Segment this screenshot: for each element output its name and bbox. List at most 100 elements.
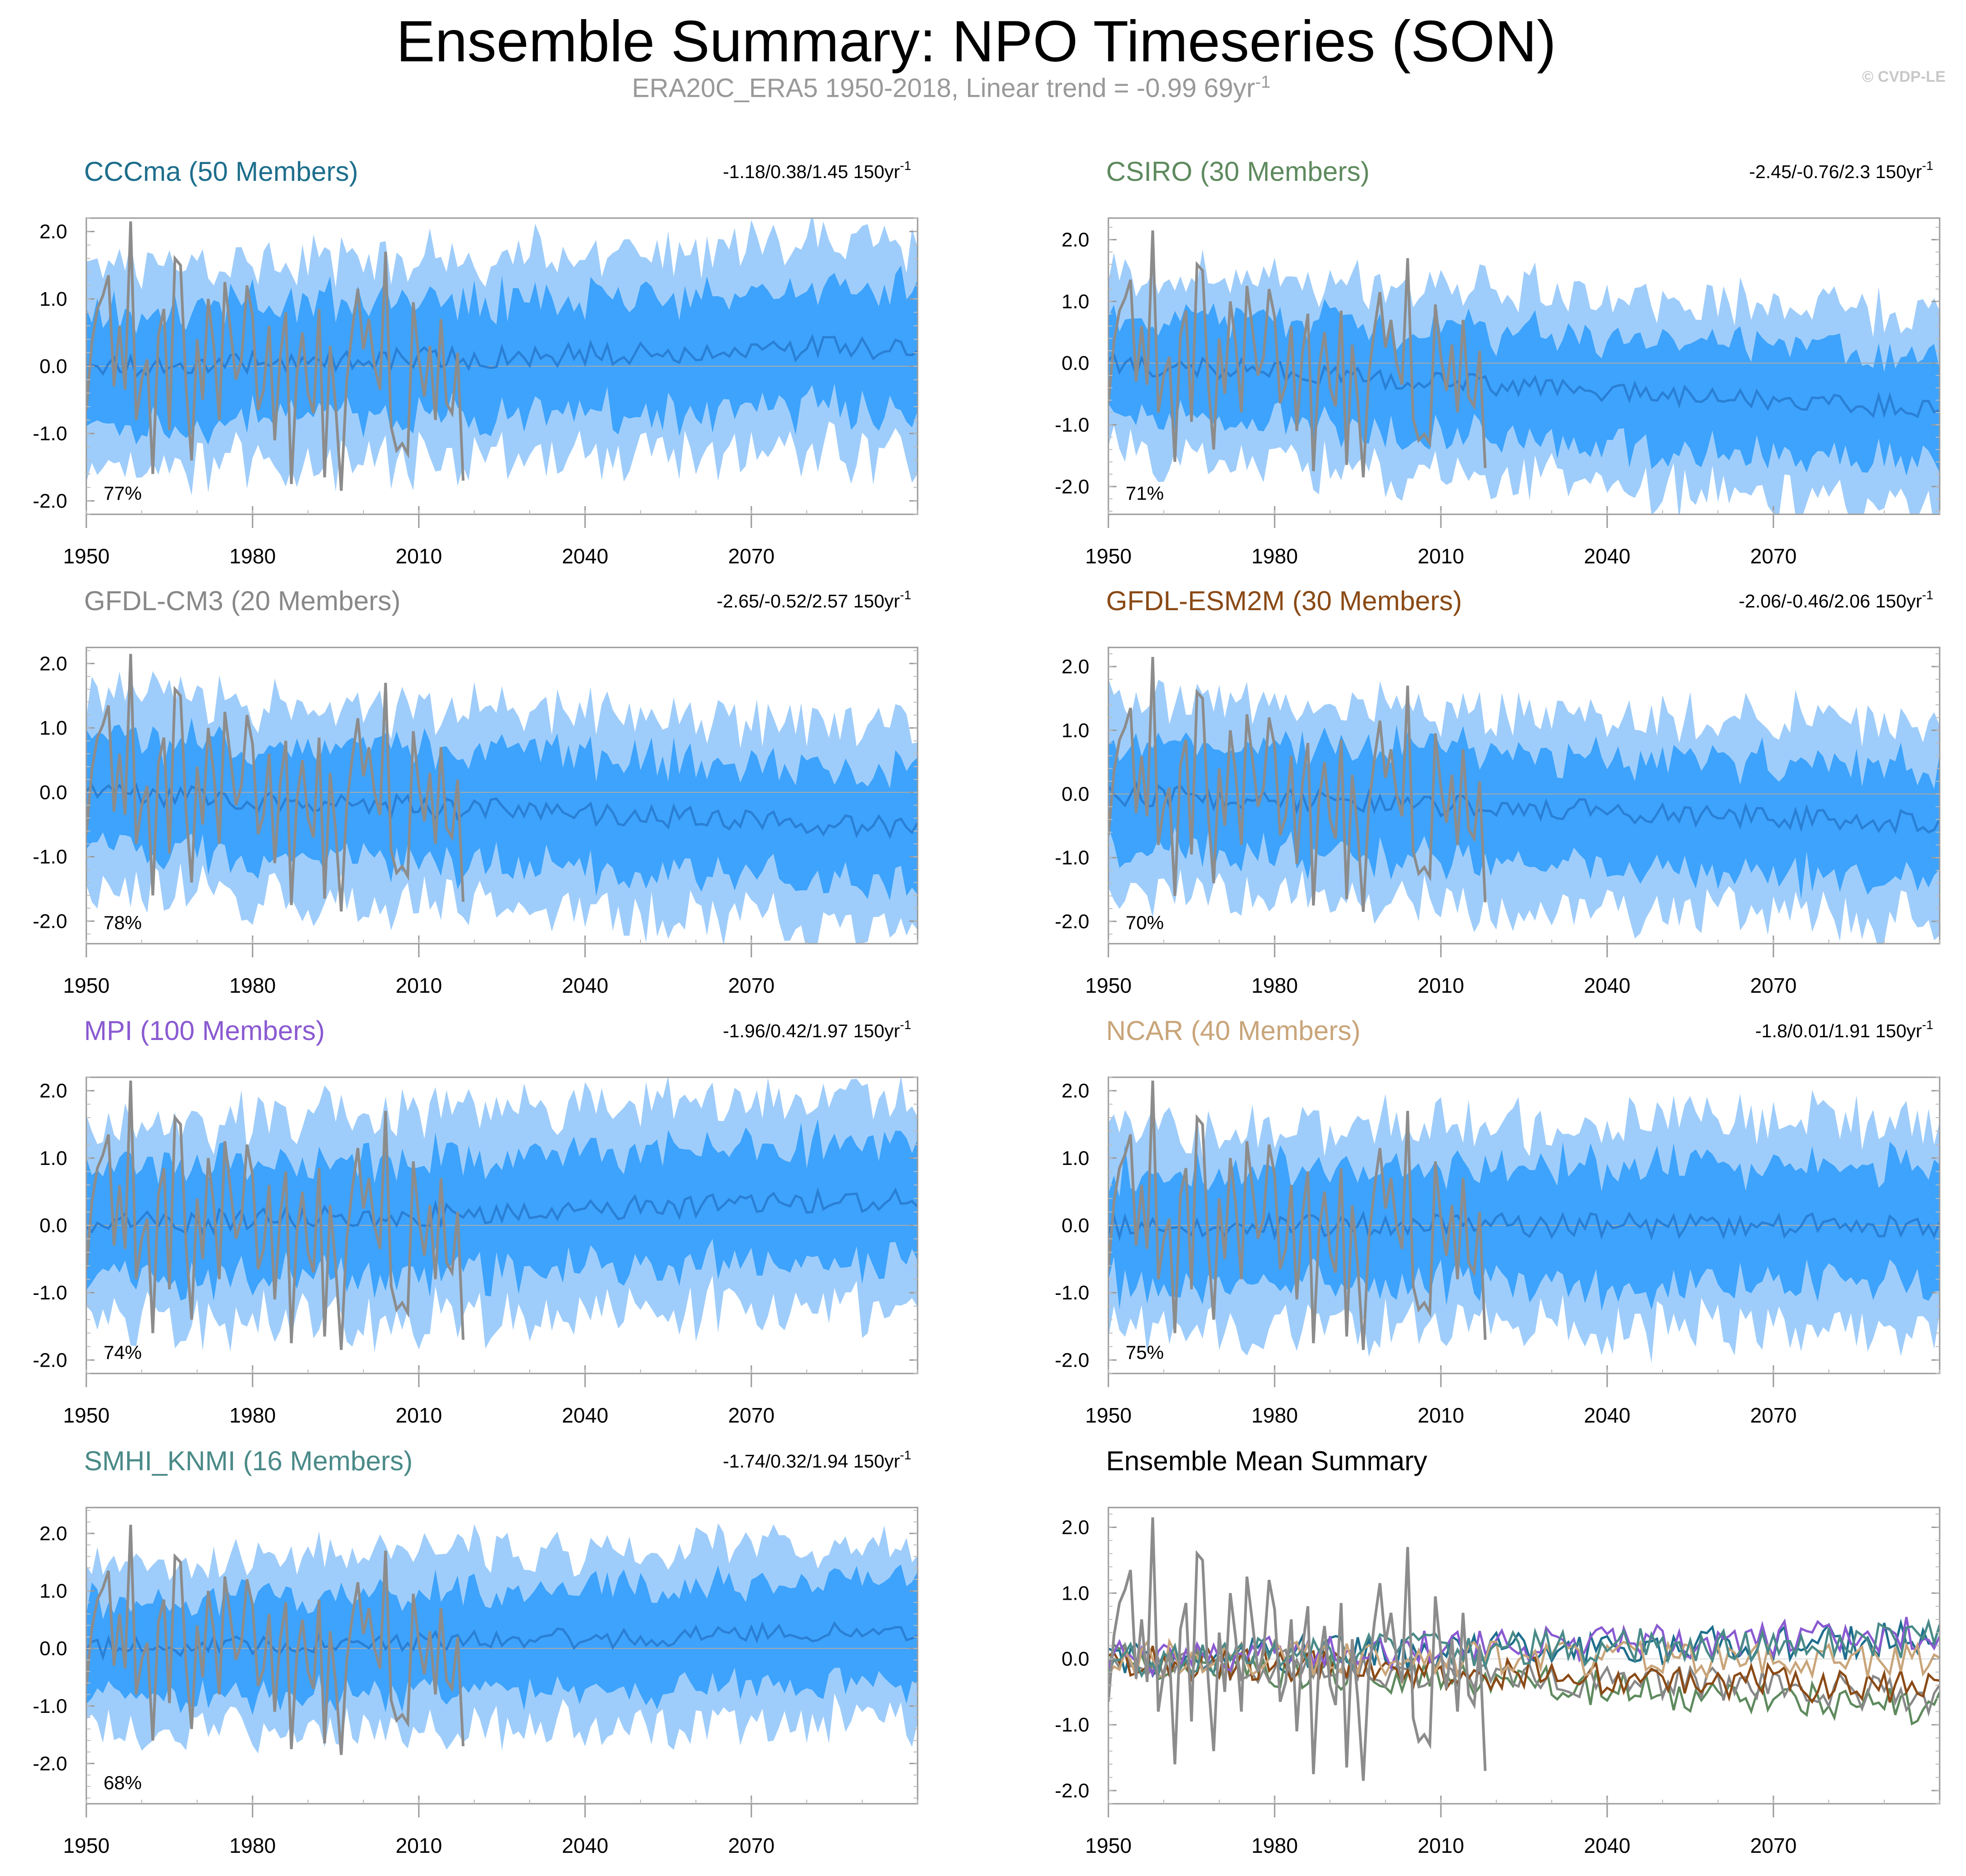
x-tick-label: 2040 bbox=[1584, 544, 1630, 568]
x-tick-label: 1950 bbox=[1085, 974, 1132, 997]
trend-superscript: -1 bbox=[1922, 1018, 1933, 1032]
y-tick-label: -1.0 bbox=[33, 1695, 67, 1717]
trend-superscript: -1 bbox=[1922, 588, 1933, 602]
ensemble-mean-line bbox=[1108, 1210, 1940, 1242]
ensemble-mean-line bbox=[86, 1187, 918, 1236]
panel-title: NCAR (40 Members) bbox=[1106, 1015, 1360, 1046]
trend-value: -1.18/0.38/1.45 150yr bbox=[723, 161, 900, 182]
observations-line bbox=[1108, 1517, 1487, 1781]
x-tick-label: 2040 bbox=[1584, 1403, 1630, 1427]
percent-label: 75% bbox=[1126, 1342, 1164, 1363]
trend-superscript: -1 bbox=[1922, 159, 1933, 173]
y-tick-label: 0.0 bbox=[40, 355, 67, 378]
series-line-smhi-knmi bbox=[1108, 1618, 1940, 1678]
trend-value: -1.96/0.42/1.97 150yr bbox=[723, 1020, 900, 1041]
plot-area bbox=[86, 218, 918, 496]
trend-value: -2.45/-0.76/2.3 150yr bbox=[1749, 161, 1922, 182]
ensemble-mean-line bbox=[86, 333, 918, 378]
y-tick-label: -1.0 bbox=[33, 846, 67, 868]
figure-title: Ensemble Summary: NPO Timeseries (SON) bbox=[396, 9, 1556, 74]
plot-area bbox=[86, 1077, 918, 1353]
x-tick-label: 1950 bbox=[63, 1834, 109, 1857]
y-tick-label: -2.0 bbox=[33, 910, 67, 932]
percent-label: 68% bbox=[104, 1772, 142, 1793]
panel-title: CCCma (50 Members) bbox=[84, 156, 358, 187]
inner-spread-band bbox=[1108, 724, 1940, 900]
y-tick-label: 0.0 bbox=[40, 781, 67, 804]
y-tick-label: 2.0 bbox=[1062, 656, 1089, 678]
y-tick-label: 1.0 bbox=[1062, 1582, 1089, 1604]
panel-trend: -1.74/0.32/1.94 150yr-1 bbox=[723, 1448, 911, 1472]
y-tick-label: 1.0 bbox=[1062, 1147, 1089, 1169]
x-tick-label: 2070 bbox=[728, 974, 774, 997]
x-tick-label: 2070 bbox=[1750, 1403, 1797, 1427]
panel-cccma: CCCma (50 Members) -1.18/0.38/1.45 150yr-… bbox=[33, 156, 918, 568]
x-tick-label: 2010 bbox=[396, 544, 442, 568]
x-tick-label: 2040 bbox=[1584, 1834, 1630, 1857]
plot-frame bbox=[1107, 217, 1941, 515]
x-tick-label: 2070 bbox=[1750, 544, 1797, 568]
panel-mpi: MPI (100 Members) -1.96/0.42/1.97 150yr-1… bbox=[33, 1015, 918, 1427]
y-tick-label: -2.0 bbox=[1055, 911, 1089, 933]
x-tick-label: 2010 bbox=[1418, 544, 1464, 568]
y-tick-label: -1.0 bbox=[1055, 1282, 1089, 1304]
trend-value: -1.8/0.01/1.91 150yr bbox=[1755, 1020, 1922, 1041]
x-tick-label: 2040 bbox=[562, 544, 608, 568]
y-tick-label: 2.0 bbox=[40, 221, 67, 243]
y-tick-label: -1.0 bbox=[33, 423, 67, 445]
y-tick-label: 0.0 bbox=[1062, 352, 1089, 374]
x-tick-label: 1980 bbox=[1251, 974, 1298, 997]
y-tick-label: 2.0 bbox=[40, 1523, 67, 1545]
percent-label: 74% bbox=[104, 1342, 142, 1363]
ensemble-mean-line bbox=[86, 782, 918, 840]
y-tick-label: 2.0 bbox=[40, 652, 67, 675]
panel-trend: -1.96/0.42/1.97 150yr-1 bbox=[723, 1018, 911, 1041]
observations-line bbox=[86, 1524, 465, 1755]
trend-value: -1.74/0.32/1.94 150yr bbox=[723, 1451, 900, 1472]
y-tick-label: 0.0 bbox=[40, 1637, 67, 1660]
trend-superscript: -1 bbox=[900, 1018, 911, 1032]
observations-line bbox=[86, 654, 465, 912]
x-tick-label: 1950 bbox=[1085, 1834, 1132, 1857]
x-tick-label: 1980 bbox=[1251, 1403, 1298, 1427]
y-tick-label: -1.0 bbox=[1055, 1714, 1089, 1736]
y-tick-label: -2.0 bbox=[33, 490, 67, 512]
panel-ensemble-mean-summary: Ensemble Mean Summary 2.0 1.0 0.0 -1.0 -2.0 19… bbox=[1055, 1446, 1941, 1857]
trend-value: -2.06/-0.46/2.06 150yr bbox=[1739, 591, 1922, 612]
panel-trend: -1.18/0.38/1.45 150yr-1 bbox=[723, 159, 911, 182]
panel-csiro: CSIRO (30 Members) -2.45/-0.76/2.3 150yr-… bbox=[1055, 156, 1941, 568]
x-tick-label: 2040 bbox=[562, 1834, 608, 1857]
plot-area bbox=[1108, 1517, 1940, 1781]
panel-title: Ensemble Mean Summary bbox=[1106, 1446, 1427, 1476]
observations-line bbox=[1108, 657, 1487, 912]
inner-spread-band bbox=[86, 1119, 918, 1301]
panel-title: GFDL-CM3 (20 Members) bbox=[84, 586, 401, 616]
x-tick-label: 1950 bbox=[63, 544, 109, 568]
inner-spread-band bbox=[1108, 1141, 1940, 1311]
y-tick-label: 1.0 bbox=[40, 288, 67, 310]
panel-ncar: NCAR (40 Members) -1.8/0.01/1.91 150yr-1 7… bbox=[1055, 1015, 1941, 1427]
y-tick-label: -2.0 bbox=[1055, 1780, 1089, 1802]
x-tick-label: 1980 bbox=[229, 974, 276, 997]
panel-title: CSIRO (30 Members) bbox=[1106, 156, 1370, 187]
y-tick-label: 0.0 bbox=[1062, 1214, 1089, 1237]
y-tick-label: -2.0 bbox=[1055, 476, 1089, 498]
percent-label: 77% bbox=[104, 483, 142, 504]
x-tick-label: 2040 bbox=[1584, 974, 1630, 997]
x-tick-label: 1980 bbox=[229, 1834, 276, 1857]
percent-label: 70% bbox=[1126, 912, 1164, 933]
y-tick-label: -2.0 bbox=[33, 1349, 67, 1371]
x-tick-label: 1950 bbox=[1085, 544, 1132, 568]
plot-area bbox=[86, 1523, 918, 1755]
x-tick-label: 2070 bbox=[728, 1403, 774, 1427]
subtitle-superscript: -1 bbox=[1255, 73, 1271, 92]
y-tick-label: 0.0 bbox=[40, 1214, 67, 1237]
x-tick-label: 1950 bbox=[1085, 1403, 1132, 1427]
plot-area bbox=[1108, 657, 1940, 944]
ensemble-mean-line bbox=[1108, 353, 1940, 418]
figure-header: Ensemble Summary: NPO Timeseries (SON) E… bbox=[0, 0, 1966, 109]
plot-area bbox=[86, 654, 918, 944]
ensemble-mean-line bbox=[1108, 781, 1940, 835]
panel-trend: -2.65/-0.52/2.57 150yr-1 bbox=[717, 588, 911, 612]
